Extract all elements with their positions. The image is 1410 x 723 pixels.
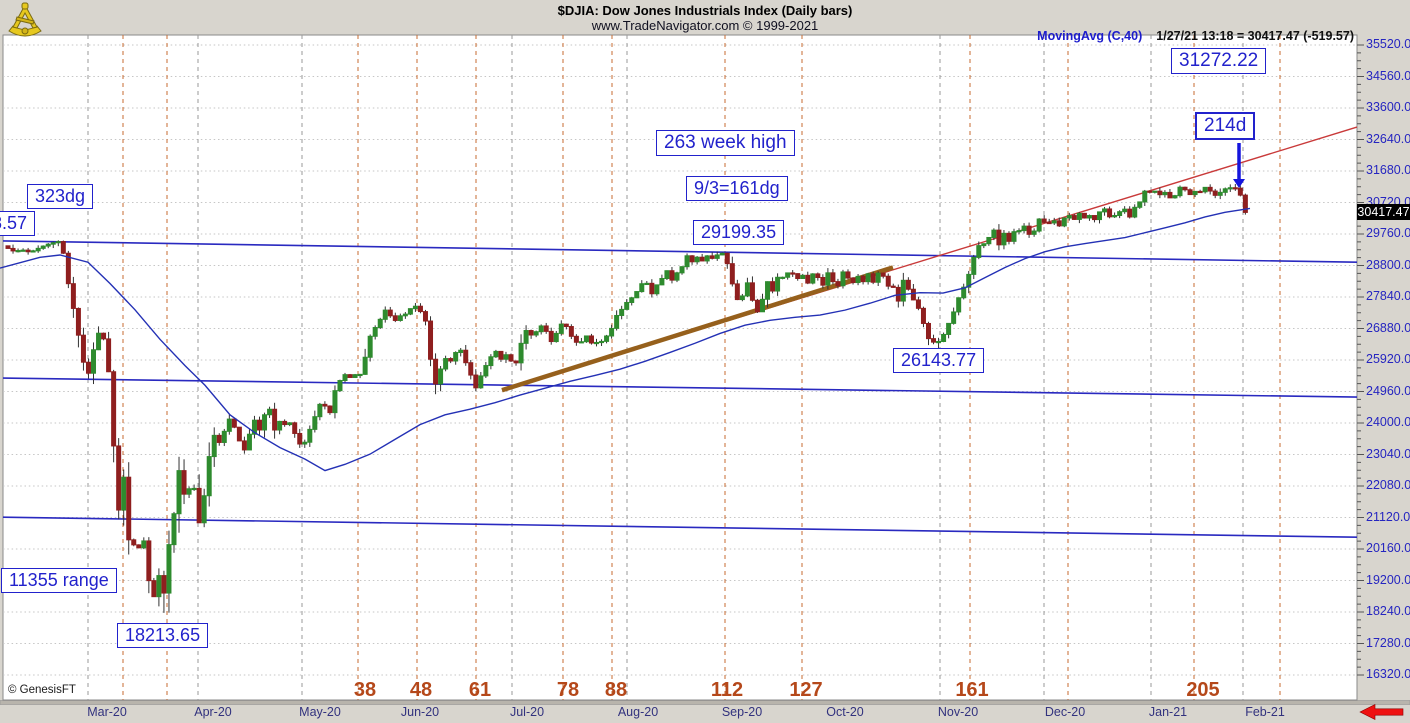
chart-annotation[interactable]: 26143.77 — [893, 348, 985, 373]
price-tick-label: 28800.0 — [1366, 257, 1410, 272]
support-resistance-lines[interactable] — [2, 240, 1358, 538]
day-count-label[interactable]: 161 — [955, 679, 989, 701]
price-tick-label: 29760.0 — [1366, 226, 1410, 240]
price-tick-label: 34560.0 — [1366, 68, 1410, 83]
chart-annotation[interactable]: 323dg — [27, 184, 94, 209]
date-label: Sep-20 — [721, 705, 763, 719]
price-tick-label: 24000.0 — [1366, 415, 1410, 429]
chart-annotation[interactable]: 31272.22 — [1171, 48, 1267, 74]
genesis-copyright: © GenesisFT — [8, 684, 76, 696]
price-tick-label: 27840.0 — [1366, 289, 1410, 303]
chart-subtitle: www.TradeNavigator.com © 1999-2021 — [591, 18, 819, 34]
chart-annotation[interactable]: 29199.35 — [693, 220, 785, 245]
date-label: May-20 — [299, 705, 341, 719]
price-tick-label: 31680.0 — [1366, 163, 1410, 177]
price-axis-ticks — [1357, 44, 1364, 676]
price-tick-label: 23040.0 — [1366, 446, 1410, 461]
date-label: Jul-20 — [509, 705, 545, 719]
indicator-readout: MovingAvg (C,40) 1/27/21 13:18 = 30417.47… — [1037, 29, 1354, 43]
day-count-label[interactable]: 112 — [710, 679, 744, 701]
date-label: Aug-20 — [617, 705, 659, 719]
chart-annotation[interactable]: 18213.65 — [117, 623, 209, 648]
day-count-label[interactable]: 127 — [789, 679, 823, 701]
day-count-label[interactable]: 78 — [556, 679, 580, 701]
price-tick-label: 20160.0 — [1366, 541, 1410, 555]
bottom-separator — [0, 700, 1410, 705]
day-count-label[interactable]: 61 — [468, 679, 492, 701]
price-tick-label: 26880.0 — [1366, 320, 1410, 335]
day-count-label[interactable]: 88 — [604, 679, 628, 701]
price-tick-label: 25920.0 — [1366, 352, 1410, 366]
date-label: Apr-20 — [194, 705, 232, 719]
price-tick-label: 22080.0 — [1366, 478, 1410, 492]
date-label: Mar-20 — [87, 705, 127, 719]
down-arrow-head-icon — [1233, 179, 1245, 188]
price-tick-label: 21120.0 — [1366, 509, 1410, 524]
price-tick-label: 32640.0 — [1366, 131, 1410, 146]
price-tick-label: 33600.0 — [1366, 100, 1410, 114]
price-tick-label: 24960.0 — [1366, 383, 1410, 398]
date-label: Jun-20 — [400, 705, 440, 719]
price-tick-label: 16320.0 — [1366, 667, 1410, 681]
moving-average-line[interactable] — [0, 207, 1251, 472]
chart-annotation[interactable]: 214d — [1195, 112, 1256, 140]
last-price-tag: 30417.47 — [1357, 204, 1410, 221]
moving-average-label[interactable]: MovingAvg (C,40) — [1037, 29, 1143, 43]
date-label: Feb-21 — [1245, 705, 1285, 719]
date-label: Oct-20 — [826, 705, 864, 719]
chart-annotation[interactable]: 263 week high — [656, 130, 795, 156]
price-tick-label: 35520.0 — [1366, 37, 1410, 51]
trade-navigator-logo-icon[interactable] — [3, 1, 47, 44]
chart-annotation[interactable]: 11355 range — [1, 568, 117, 593]
day-count-label[interactable]: 48 — [409, 679, 433, 701]
quote-status: 1/27/21 13:18 = 30417.47 (-519.57) — [1156, 29, 1354, 43]
date-label: Nov-20 — [937, 705, 979, 719]
chart-header: $DJIA: Dow Jones Industrials Index (Dail… — [0, 0, 1410, 34]
day-count-label[interactable]: 38 — [353, 679, 377, 701]
chart-annotation[interactable]: 8.57 — [0, 211, 36, 236]
date-label: Jan-21 — [1148, 705, 1188, 719]
chart-annotation[interactable]: 9/3=161dg — [686, 176, 788, 201]
scroll-left-arrow-icon[interactable] — [1359, 704, 1404, 720]
day-count-label[interactable]: 205 — [1186, 679, 1220, 701]
price-tick-label: 17280.0 — [1366, 635, 1410, 650]
chart-title: $DJIA: Dow Jones Industrials Index (Dail… — [557, 3, 853, 18]
date-label: Dec-20 — [1044, 705, 1086, 719]
price-tick-label: 18240.0 — [1366, 604, 1410, 618]
candlesticks — [5, 184, 1248, 613]
price-tick-label: 19200.0 — [1366, 572, 1410, 587]
